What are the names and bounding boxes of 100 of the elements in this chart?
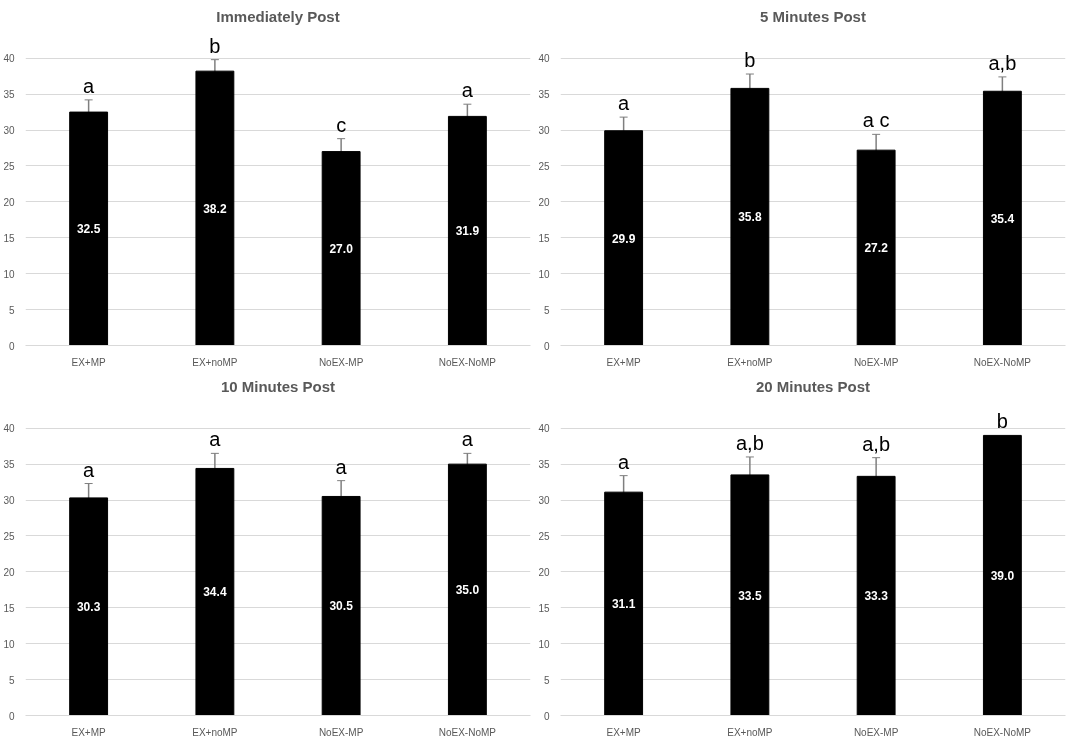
y-tick-label: 25 bbox=[3, 160, 15, 172]
data-label: 31.9 bbox=[455, 224, 480, 239]
y-tick-label: 15 bbox=[3, 232, 15, 244]
y-tick-label: 10 bbox=[3, 268, 15, 280]
data-label: 30.5 bbox=[329, 599, 354, 614]
data-label: 27.2 bbox=[864, 241, 889, 256]
bar bbox=[604, 130, 644, 346]
y-tick-label: 25 bbox=[538, 160, 550, 172]
y-tick-label: 0 bbox=[543, 710, 550, 722]
y-tick-label: 40 bbox=[3, 423, 15, 435]
data-label: 31.1 bbox=[611, 597, 636, 612]
x-tick-label: EX+MP bbox=[71, 356, 107, 368]
chart-title: 5 Minutes Post bbox=[760, 7, 866, 25]
annotation: a,b bbox=[862, 432, 891, 455]
y-tick-label: 25 bbox=[538, 530, 550, 542]
x-tick-label: EX+MP bbox=[606, 356, 642, 368]
y-tick-label: 30 bbox=[3, 125, 15, 137]
data-label: 35.8 bbox=[738, 210, 762, 225]
y-tick-label: 35 bbox=[538, 89, 550, 101]
x-tick-label: NoEX-NoMP bbox=[438, 726, 497, 738]
annotation: a c bbox=[862, 109, 890, 132]
bar bbox=[69, 111, 109, 346]
bar bbox=[321, 495, 361, 716]
y-tick-label: 5 bbox=[8, 304, 15, 316]
x-tick-label: EX+noMP bbox=[727, 726, 773, 738]
bar bbox=[982, 434, 1022, 716]
y-tick-label: 35 bbox=[538, 459, 550, 471]
x-tick-label: NoEX-NoMP bbox=[973, 726, 1032, 738]
bar bbox=[69, 497, 109, 716]
bar bbox=[604, 491, 644, 716]
bar bbox=[447, 463, 487, 716]
bar bbox=[730, 474, 770, 716]
y-tick-label: 20 bbox=[3, 566, 15, 578]
chart-title: Immediately Post bbox=[216, 7, 340, 25]
data-label: 34.4 bbox=[203, 585, 227, 600]
x-tick-label: EX+noMP bbox=[727, 356, 773, 368]
annotation: a,b bbox=[988, 51, 1017, 74]
y-tick-label: 15 bbox=[538, 232, 550, 244]
x-tick-label: NoEX-NoMP bbox=[973, 356, 1032, 368]
y-tick-label: 35 bbox=[3, 459, 15, 471]
y-tick-label: 35 bbox=[3, 89, 15, 101]
data-label: 32.5 bbox=[76, 222, 101, 237]
data-label: 35.4 bbox=[990, 211, 1015, 226]
x-tick-label: NoEX-MP bbox=[318, 356, 364, 368]
y-tick-label: 30 bbox=[538, 125, 550, 137]
annotation: a bbox=[335, 455, 348, 478]
y-tick-label: 30 bbox=[3, 495, 15, 507]
annotation: c bbox=[336, 113, 347, 136]
data-label: 30.3 bbox=[76, 600, 101, 615]
y-tick-label: 20 bbox=[538, 566, 550, 578]
x-tick-label: EX+MP bbox=[606, 726, 642, 738]
bar bbox=[321, 151, 361, 346]
y-tick-label: 25 bbox=[3, 530, 15, 542]
y-tick-label: 5 bbox=[543, 674, 550, 686]
y-tick-label: 0 bbox=[8, 340, 15, 352]
x-tick-label: EX+noMP bbox=[192, 356, 238, 368]
bar bbox=[195, 70, 235, 346]
y-tick-label: 15 bbox=[3, 602, 15, 614]
y-tick-label: 5 bbox=[543, 304, 550, 316]
y-tick-label: 20 bbox=[3, 196, 15, 208]
data-label: 33.5 bbox=[738, 588, 762, 603]
x-tick-label: NoEX-MP bbox=[853, 356, 899, 368]
y-tick-label: 5 bbox=[8, 674, 15, 686]
bar bbox=[982, 90, 1022, 346]
annotation: b bbox=[996, 410, 1008, 433]
annotation: b bbox=[209, 34, 221, 57]
y-tick-label: 0 bbox=[543, 340, 550, 352]
data-label: 38.2 bbox=[203, 201, 227, 216]
data-label: 27.0 bbox=[329, 242, 354, 257]
annotation: a bbox=[209, 428, 222, 451]
annotation: a bbox=[618, 92, 631, 115]
bar bbox=[195, 467, 235, 716]
x-tick-label: EX+noMP bbox=[192, 726, 238, 738]
data-label: 33.3 bbox=[864, 589, 889, 604]
annotation: a bbox=[618, 450, 631, 473]
bar bbox=[856, 475, 896, 716]
y-tick-label: 10 bbox=[3, 638, 15, 650]
y-tick-label: 40 bbox=[538, 423, 550, 435]
data-label: 29.9 bbox=[611, 231, 636, 246]
annotation: a bbox=[83, 74, 96, 97]
y-tick-label: 40 bbox=[538, 53, 550, 65]
annotation: a,b bbox=[735, 431, 764, 454]
annotation: a bbox=[83, 458, 96, 481]
y-tick-label: 0 bbox=[8, 710, 15, 722]
bar bbox=[730, 87, 770, 346]
annotation: a bbox=[461, 428, 474, 451]
x-tick-label: NoEX-NoMP bbox=[438, 356, 497, 368]
bar bbox=[856, 149, 896, 346]
y-tick-label: 20 bbox=[538, 196, 550, 208]
data-label: 39.0 bbox=[990, 568, 1015, 583]
x-tick-label: NoEX-MP bbox=[318, 726, 364, 738]
y-tick-label: 40 bbox=[3, 53, 15, 65]
y-tick-label: 10 bbox=[538, 638, 550, 650]
y-tick-label: 30 bbox=[538, 495, 550, 507]
y-tick-label: 15 bbox=[538, 602, 550, 614]
annotation: b bbox=[744, 49, 756, 72]
x-tick-label: NoEX-MP bbox=[853, 726, 899, 738]
data-label: 35.0 bbox=[455, 583, 480, 598]
x-tick-label: EX+MP bbox=[71, 726, 107, 738]
annotation: a bbox=[461, 79, 474, 102]
